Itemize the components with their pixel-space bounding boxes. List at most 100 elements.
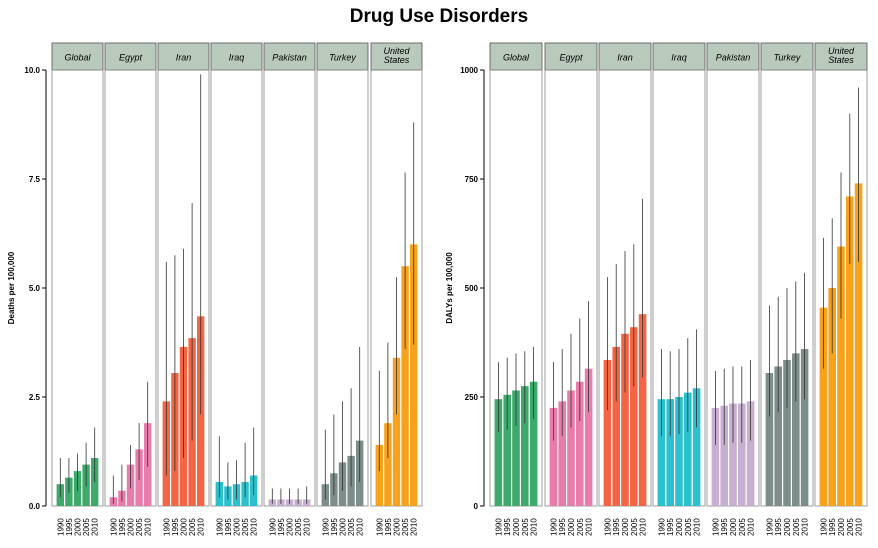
bar-iran-1995	[612, 346, 620, 506]
x-tick-label: 2000	[127, 518, 136, 536]
x-tick-label: 2010	[693, 518, 702, 536]
panel-strip-label: Iran	[176, 53, 192, 63]
x-tick-label: 2000	[621, 518, 630, 536]
bar-iraq-2000	[675, 397, 683, 506]
bar-united-states-2000	[837, 246, 845, 506]
x-tick-label: 2005	[576, 518, 585, 536]
bar-global-2010	[91, 458, 99, 506]
x-tick-label: 2005	[684, 518, 693, 536]
x-tick-label: 2000	[339, 518, 348, 536]
x-tick-label: 1995	[720, 518, 729, 536]
x-tick-label: 1990	[819, 518, 828, 536]
x-tick-label: 2005	[294, 518, 303, 536]
x-tick-label: 1990	[765, 518, 774, 536]
x-tick-label: 2000	[512, 518, 521, 536]
panel-strip	[370, 42, 423, 71]
panel-strip-label: Global	[503, 53, 530, 63]
x-tick-label: 1990	[603, 518, 612, 536]
x-tick-label: 1995	[612, 518, 621, 536]
dalys-y-tick-label: 250	[465, 393, 479, 402]
panel-strip-label: Egypt	[119, 53, 143, 63]
panel-strip-label: Iraq	[229, 53, 245, 63]
panel-turkey: Turkey 1990 1995 2000 2005 2010	[316, 42, 369, 536]
x-tick-label: 2005	[401, 518, 410, 536]
dalys-y-tick-label: 0	[474, 502, 479, 511]
deaths-y-tick-label: 0.0	[29, 502, 41, 511]
x-tick-label: 2000	[393, 518, 402, 536]
x-tick-label: 1995	[503, 518, 512, 536]
panel-strip-label: Global	[64, 53, 91, 63]
bar-turkey-1990	[765, 373, 774, 506]
x-tick-label: 2000	[567, 518, 576, 536]
bar-iran-1990	[603, 359, 612, 506]
panel-pakistan: Pakistan 1990 1995 2000 2005 2010	[263, 42, 316, 536]
panel-strip	[104, 42, 157, 71]
panel-strip-label: States	[384, 55, 410, 65]
x-tick-label: 1990	[321, 518, 330, 536]
panel-strip-label: Egypt	[559, 53, 583, 63]
x-tick-label: 2010	[250, 518, 259, 536]
panel-strip-label: Pakistan	[272, 53, 307, 63]
x-tick-label: 1995	[171, 518, 180, 536]
panel-strip-label: United	[828, 46, 855, 56]
x-tick-label: 2010	[747, 518, 756, 536]
panel-strip-label: Pakistan	[716, 53, 751, 63]
x-tick-label: 2005	[82, 518, 91, 536]
bar-egypt-2005	[576, 381, 584, 506]
bar-turkey-1995	[774, 366, 782, 506]
dalys-chart: 0 250 500 750 1000 DALYs per 100,000 Global 199…	[445, 42, 868, 536]
bar-pakistan-1995	[720, 405, 728, 506]
x-tick-label: 1995	[828, 518, 837, 536]
deaths-y-tick-label: 2.5	[29, 393, 41, 402]
deaths-y-tick-label: 10.0	[24, 66, 40, 75]
x-tick-label: 1990	[711, 518, 720, 536]
x-tick-label: 2005	[135, 518, 144, 536]
panel-global: Global 1990 1995 2000 2005 2010	[489, 42, 543, 536]
deaths-y-axis-label: Deaths per 100,000	[7, 251, 16, 324]
bar-global-2005	[521, 386, 529, 506]
bar-iran-2010	[638, 314, 647, 506]
x-tick-label: 2005	[521, 518, 530, 536]
x-tick-label: 2010	[585, 518, 594, 536]
panel-iraq: Iraq 1990 1995 2000 2005 2010	[210, 42, 263, 536]
panel-strip	[760, 42, 814, 71]
panel-strip	[263, 42, 316, 71]
deaths-y-tick-label: 7.5	[29, 175, 41, 184]
x-tick-label: 2010	[801, 518, 810, 536]
panel-strip-label: Iran	[617, 53, 633, 63]
panel-egypt: Egypt 1990 1995 2000 2005 2010	[544, 42, 598, 536]
dalys-y-tick-label: 1000	[460, 66, 478, 75]
x-tick-label: 2000	[837, 518, 846, 536]
bar-egypt-1995	[558, 401, 566, 506]
x-tick-label: 2000	[233, 518, 242, 536]
x-tick-label: 2005	[347, 518, 356, 536]
x-tick-label: 1995	[118, 518, 127, 536]
x-tick-label: 2010	[410, 518, 419, 536]
bar-turkey-2010	[800, 349, 809, 506]
panel-strip	[544, 42, 598, 71]
panel-strip	[814, 42, 868, 71]
x-tick-label: 1990	[215, 518, 224, 536]
x-tick-label: 2000	[74, 518, 83, 536]
panel-strip	[598, 42, 652, 71]
bar-pakistan-2000	[729, 403, 737, 506]
panel-iran: Iran 1990 1995 2000 2005 2010	[157, 42, 210, 536]
chart-title: Drug Use Disorders	[349, 6, 529, 27]
x-tick-label: 2005	[846, 518, 855, 536]
x-tick-label: 1995	[384, 518, 393, 536]
bar-global-1995	[503, 394, 511, 506]
panel-frame	[51, 69, 104, 507]
x-tick-label: 1995	[330, 518, 339, 536]
panel-frame	[263, 69, 316, 507]
bar-global-1990	[494, 399, 503, 506]
panel-strip-label: Turkey	[774, 53, 801, 63]
bar-pakistan-2010	[746, 401, 755, 506]
x-tick-label: 2010	[639, 518, 648, 536]
bar-pakistan-1990	[711, 407, 720, 506]
x-tick-label: 1990	[162, 518, 171, 536]
dalys-y-axis-label: DALYs per 100,000	[445, 252, 454, 324]
x-tick-label: 2010	[91, 518, 100, 536]
panel-strip	[51, 42, 104, 71]
